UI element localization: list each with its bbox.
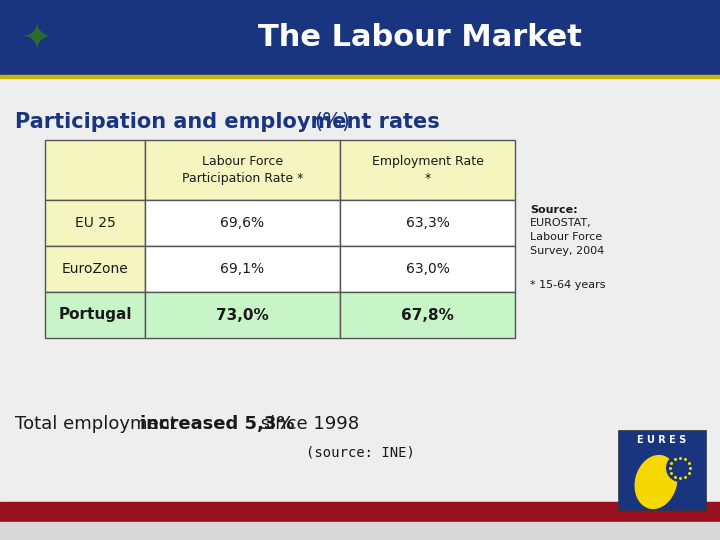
Bar <box>45 292 145 338</box>
Text: * 15-64 years: * 15-64 years <box>530 280 606 290</box>
Bar <box>0 502 720 522</box>
Ellipse shape <box>634 455 678 509</box>
Text: EUROSTAT,
Labour Force
Survey, 2004: EUROSTAT, Labour Force Survey, 2004 <box>530 218 604 256</box>
Bar <box>340 140 515 200</box>
Text: EU 25: EU 25 <box>75 216 115 230</box>
Bar <box>45 246 145 292</box>
Text: EuroZone: EuroZone <box>62 262 128 276</box>
Bar <box>0 522 720 540</box>
Ellipse shape <box>666 454 694 482</box>
Text: 69,1%: 69,1% <box>220 262 264 276</box>
Text: (%): (%) <box>314 112 350 132</box>
Bar <box>618 430 706 510</box>
Bar <box>5 5 70 70</box>
Text: Participation and employment rates: Participation and employment rates <box>15 112 447 132</box>
Bar <box>0 0 720 75</box>
Text: since 1998: since 1998 <box>255 415 359 433</box>
Text: ✦: ✦ <box>22 21 52 55</box>
Bar <box>340 246 515 292</box>
Bar <box>45 140 145 200</box>
Text: increased 5,3%: increased 5,3% <box>140 415 294 433</box>
Text: 69,6%: 69,6% <box>220 216 264 230</box>
Text: 63,0%: 63,0% <box>405 262 449 276</box>
Bar <box>145 246 340 292</box>
Text: 73,0%: 73,0% <box>216 307 269 322</box>
Text: Portugal: Portugal <box>58 307 132 322</box>
Bar <box>145 200 340 246</box>
Text: 63,3%: 63,3% <box>405 216 449 230</box>
Text: Employment Rate
*: Employment Rate * <box>372 155 483 185</box>
Bar <box>45 200 145 246</box>
Bar <box>340 200 515 246</box>
Text: 67,8%: 67,8% <box>401 307 454 322</box>
Bar <box>0 75 720 78</box>
Text: (source: INE): (source: INE) <box>305 445 415 459</box>
Bar <box>145 292 340 338</box>
Text: The Labour Market: The Labour Market <box>258 23 582 52</box>
Text: Labour Force
Participation Rate *: Labour Force Participation Rate * <box>182 155 303 185</box>
Text: E U R E S: E U R E S <box>637 435 687 445</box>
Bar <box>145 140 340 200</box>
Text: Source:: Source: <box>530 205 577 215</box>
Bar <box>340 292 515 338</box>
Text: Total employment: Total employment <box>15 415 183 433</box>
